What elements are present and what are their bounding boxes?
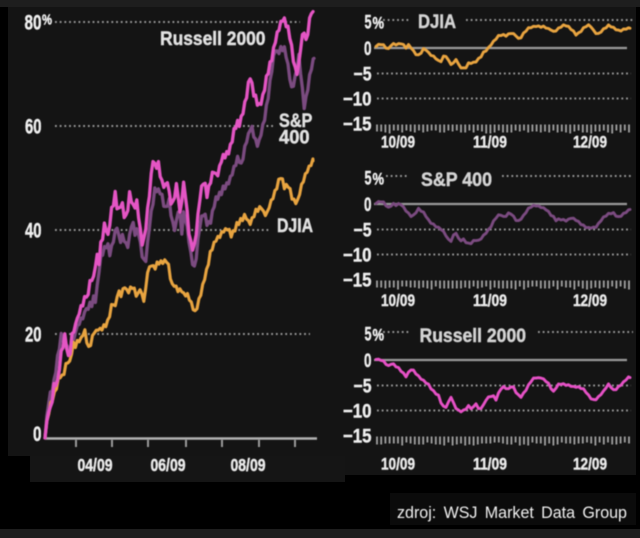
svg-text:11/09: 11/09 xyxy=(473,133,507,152)
svg-text:5: 5 xyxy=(365,324,372,346)
svg-text:0: 0 xyxy=(364,38,372,60)
svg-text:Russell 2000: Russell 2000 xyxy=(160,28,266,50)
svg-text:04/09: 04/09 xyxy=(78,455,113,475)
svg-text:−10: −10 xyxy=(343,245,372,267)
svg-text:−15: −15 xyxy=(343,270,372,292)
svg-text:DJIA: DJIA xyxy=(418,11,456,33)
svg-text:20: 20 xyxy=(25,323,42,347)
svg-text:10/09: 10/09 xyxy=(381,455,415,474)
svg-text:400: 400 xyxy=(279,127,310,149)
svg-text:zdroj: WSJ Market Data Group: zdroj: WSJ Market Data Group xyxy=(397,503,627,522)
svg-text:%: % xyxy=(42,13,52,29)
svg-text:06/09: 06/09 xyxy=(151,455,186,475)
svg-text:0: 0 xyxy=(364,350,372,372)
svg-text:S&P: S&P xyxy=(279,110,312,132)
svg-text:−5: −5 xyxy=(354,64,372,86)
svg-text:−10: −10 xyxy=(343,89,372,111)
svg-text:5: 5 xyxy=(365,168,372,190)
svg-text:12/09: 12/09 xyxy=(573,455,607,474)
svg-text:80: 80 xyxy=(25,11,42,35)
svg-text:%: % xyxy=(373,15,385,33)
svg-text:0: 0 xyxy=(364,194,372,216)
svg-text:10/09: 10/09 xyxy=(381,291,415,310)
svg-text:0: 0 xyxy=(33,422,42,446)
svg-text:−15: −15 xyxy=(343,114,372,136)
svg-text:11/09: 11/09 xyxy=(473,291,507,310)
svg-text:5: 5 xyxy=(365,12,372,34)
svg-text:DJIA: DJIA xyxy=(277,215,313,237)
svg-text:−5: −5 xyxy=(354,220,372,242)
svg-text:40: 40 xyxy=(25,219,42,243)
svg-text:60: 60 xyxy=(25,115,42,139)
svg-text:%: % xyxy=(373,327,385,345)
svg-text:08/09: 08/09 xyxy=(231,455,266,475)
svg-text:−15: −15 xyxy=(343,426,372,448)
svg-text:Russell 2000: Russell 2000 xyxy=(420,325,527,347)
svg-text:12/09: 12/09 xyxy=(573,133,607,152)
svg-text:%: % xyxy=(373,171,385,189)
svg-text:12/09: 12/09 xyxy=(573,291,607,310)
svg-text:−10: −10 xyxy=(343,401,372,423)
svg-text:10/09: 10/09 xyxy=(381,133,415,152)
svg-text:−5: −5 xyxy=(354,376,372,398)
svg-text:S&P 400: S&P 400 xyxy=(421,169,492,191)
svg-text:11/09: 11/09 xyxy=(473,455,507,474)
